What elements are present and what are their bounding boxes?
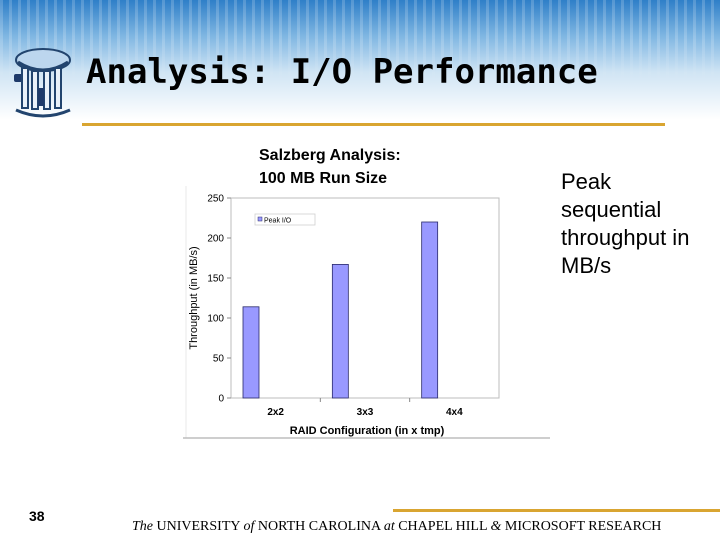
footer-rule xyxy=(393,509,720,512)
y-tick-label: 250 xyxy=(207,194,224,205)
bar-chart: 0 50 100 150 200 250 2x2 3x3 4x4 Throughput (in … xyxy=(183,186,550,439)
y-tick-label: 0 xyxy=(218,394,224,405)
bar-2x2 xyxy=(242,306,260,399)
footer: The UNIVERSITY of NORTH CAROLINA at CHAP… xyxy=(132,519,661,535)
footer-chapel: CHAPEL HILL xyxy=(394,519,491,534)
side-note-line-3: throughput in xyxy=(561,225,690,250)
footer-amp: & xyxy=(490,519,502,534)
header-band xyxy=(0,0,720,120)
y-tick-label: 150 xyxy=(207,274,224,285)
chart-legend: Peak I/O xyxy=(254,213,316,226)
legend-swatch xyxy=(257,216,263,222)
page-title: Analysis: I/O Performance xyxy=(86,52,598,92)
title-underline xyxy=(82,123,665,126)
x-axis-label: RAID Configuration (in x tmp) xyxy=(290,425,445,437)
y-tick-label: 200 xyxy=(207,234,224,245)
side-note-line-2: sequential xyxy=(561,197,662,222)
bar-3x3 xyxy=(331,264,349,399)
side-note: Peak sequential throughput in MB/s xyxy=(561,168,689,280)
footer-ms: MICROSOFT RESEARCH xyxy=(501,519,662,534)
legend-label: Peak I/O xyxy=(264,218,292,225)
x-tick-label: 2x2 xyxy=(267,407,284,418)
footer-at: at xyxy=(383,519,395,534)
y-axis-label: Throughput (in MB/s) xyxy=(188,246,200,349)
footer-of: of xyxy=(243,519,255,534)
chart-heading-line-2: 100 MB Run Size xyxy=(259,170,388,187)
chart-heading: Salzberg Analysis: 100 MB Run Size xyxy=(259,144,401,190)
y-tick-label: 50 xyxy=(213,354,225,365)
old-well-rotunda-icon xyxy=(14,48,71,118)
footer-the: The xyxy=(132,519,153,534)
slide-number: 38 xyxy=(29,508,45,524)
footer-university: UNIVERSITY xyxy=(153,519,244,534)
bar-4x4 xyxy=(421,221,439,399)
side-note-line-1: Peak xyxy=(561,169,612,194)
footer-nc: NORTH CAROLINA xyxy=(254,519,384,534)
y-tick-label: 100 xyxy=(207,314,224,325)
x-tick-label: 3x3 xyxy=(357,407,374,418)
plot-area xyxy=(230,197,500,399)
x-tick-label: 4x4 xyxy=(446,407,463,418)
chart-heading-line-1: Salzberg Analysis: xyxy=(259,147,401,164)
side-note-line-4: MB/s xyxy=(561,253,612,278)
